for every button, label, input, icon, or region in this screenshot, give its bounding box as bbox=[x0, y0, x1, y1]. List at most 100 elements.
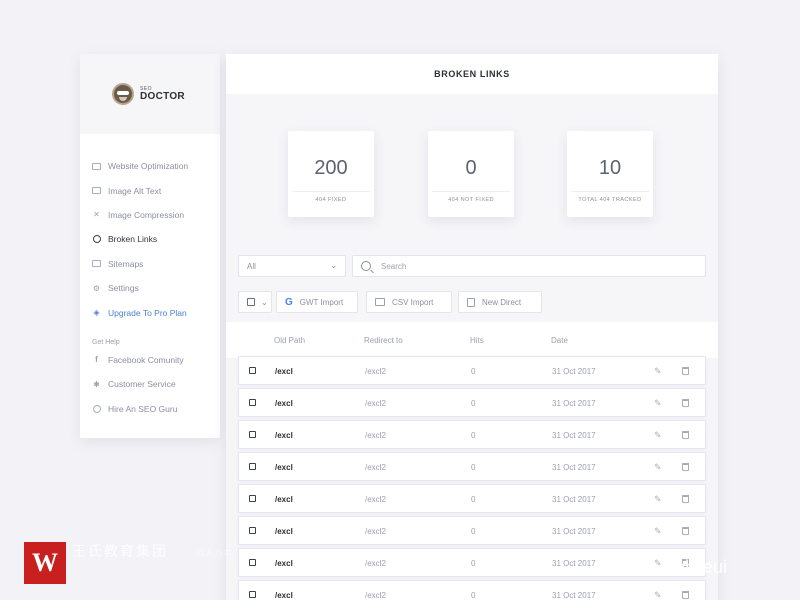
csv-import-button[interactable]: CSV Import bbox=[366, 291, 452, 313]
row-hits: 0 bbox=[471, 527, 476, 536]
row-hits: 0 bbox=[471, 431, 476, 440]
stat-label: 404 NOT FIXED bbox=[448, 197, 494, 203]
gear-icon: ⚙ bbox=[92, 283, 101, 293]
sidebar-item-facebook-community[interactable]: f Facebook Comunity bbox=[80, 348, 220, 372]
trash-icon[interactable] bbox=[682, 399, 689, 407]
sidebar-item-image-alt-text[interactable]: Image Alt Text bbox=[80, 178, 220, 202]
sitemap-icon bbox=[92, 259, 101, 268]
row-redirect-to: /excl2 bbox=[365, 591, 386, 600]
table-row: /excl /excl2 0 31 Oct 2017 ✎ bbox=[238, 388, 706, 417]
column-redirect-to[interactable]: Redirect to bbox=[364, 336, 403, 345]
sidebar-item-hire-seo-guru[interactable]: Hire An SEO Guru bbox=[80, 397, 220, 421]
facebook-icon: f bbox=[95, 355, 98, 365]
document-icon bbox=[467, 297, 475, 307]
brand-logo[interactable]: SEO DOCTOR bbox=[80, 54, 220, 134]
table-row: /excl /excl2 0 31 Oct 2017 ✎ bbox=[238, 452, 706, 481]
edit-icon[interactable]: ✎ bbox=[654, 494, 662, 504]
table-row: /excl /excl2 0 31 Oct 2017 ✎ bbox=[238, 356, 706, 385]
watermark-title: 王氏教育集团 bbox=[72, 543, 168, 559]
stat-divider bbox=[571, 191, 649, 192]
status-filter-select[interactable]: All ⌄ bbox=[238, 255, 346, 277]
chevron-down-icon: ⌄ bbox=[330, 261, 337, 270]
edit-icon[interactable]: ✎ bbox=[654, 430, 662, 440]
row-redirect-to: /excl2 bbox=[365, 367, 386, 376]
new-direct-button[interactable]: New Direct bbox=[458, 291, 542, 313]
row-hits: 0 bbox=[471, 559, 476, 568]
sidebar-item-settings[interactable]: ⚙ Settings bbox=[80, 276, 220, 300]
brand-text: SEO DOCTOR bbox=[140, 86, 185, 102]
trash-icon[interactable] bbox=[682, 431, 689, 439]
watermark-logo: W bbox=[24, 542, 66, 584]
trash-icon[interactable] bbox=[682, 559, 689, 567]
page-title: BROKEN LINKS bbox=[226, 54, 718, 94]
row-date: 31 Oct 2017 bbox=[552, 463, 596, 472]
row-checkbox[interactable] bbox=[249, 495, 256, 502]
row-redirect-to: /excl2 bbox=[365, 527, 386, 536]
sidebar-item-website-optimization[interactable]: Website Optimization bbox=[80, 154, 220, 178]
trash-icon[interactable] bbox=[682, 367, 689, 375]
row-date: 31 Oct 2017 bbox=[552, 367, 596, 376]
sidebar-item-label: Sitemaps bbox=[108, 258, 144, 269]
sidebar-item-broken-links[interactable]: Broken Links bbox=[80, 227, 220, 251]
trash-icon[interactable] bbox=[682, 591, 689, 599]
edit-icon[interactable]: ✎ bbox=[654, 590, 662, 600]
sidebar-item-label: Image Alt Text bbox=[108, 185, 162, 196]
folder-icon bbox=[375, 298, 385, 306]
sidebar-item-label: Facebook Comunity bbox=[108, 354, 184, 365]
stat-value: 200 bbox=[314, 157, 348, 179]
edit-icon[interactable]: ✎ bbox=[654, 366, 662, 376]
edit-icon[interactable]: ✎ bbox=[654, 526, 662, 536]
clock-icon bbox=[92, 235, 101, 244]
sidebar-item-label: Settings bbox=[108, 283, 139, 294]
search-input[interactable] bbox=[381, 261, 681, 271]
row-date: 31 Oct 2017 bbox=[552, 495, 596, 504]
row-old-path: /excl bbox=[275, 367, 293, 376]
sidebar-item-upgrade[interactable]: ◈ Upgrade To Pro Plan bbox=[80, 300, 220, 324]
filter-selected-value: All bbox=[247, 261, 256, 271]
column-date[interactable]: Date bbox=[551, 336, 568, 345]
column-old-path[interactable]: Old Path bbox=[274, 336, 306, 345]
stat-divider bbox=[292, 191, 370, 192]
select-all-checkbox-dropdown[interactable]: ⌄ bbox=[238, 291, 272, 313]
gwt-import-button[interactable]: G GWT Import bbox=[276, 291, 358, 313]
row-checkbox[interactable] bbox=[249, 559, 256, 566]
help-heading: Get Help bbox=[92, 338, 120, 346]
stat-card-not-fixed: 0 404 NOT FIXED bbox=[428, 131, 514, 217]
row-old-path: /excl bbox=[275, 495, 293, 504]
edit-icon[interactable]: ✎ bbox=[654, 462, 662, 472]
sidebar-item-label: Customer Service bbox=[108, 379, 176, 390]
stat-value: 10 bbox=[598, 157, 622, 179]
row-date: 31 Oct 2017 bbox=[552, 591, 596, 600]
row-checkbox[interactable] bbox=[249, 399, 256, 406]
row-checkbox[interactable] bbox=[249, 367, 256, 374]
search-box bbox=[352, 255, 706, 277]
sidebar-item-image-compression[interactable]: ✕ Image Compression bbox=[80, 203, 220, 227]
row-redirect-to: /excl2 bbox=[365, 463, 386, 472]
row-checkbox[interactable] bbox=[249, 431, 256, 438]
row-checkbox[interactable] bbox=[249, 591, 256, 598]
trash-icon[interactable] bbox=[682, 463, 689, 471]
sidebar-item-sitemaps[interactable]: Sitemaps bbox=[80, 252, 220, 276]
gear-icon: ✱ bbox=[93, 379, 100, 389]
row-redirect-to: /excl2 bbox=[365, 495, 386, 504]
column-hits[interactable]: Hits bbox=[470, 336, 484, 345]
table-header: Old Path Redirect to Hits Date bbox=[226, 322, 718, 358]
edit-icon[interactable]: ✎ bbox=[654, 398, 662, 408]
row-checkbox[interactable] bbox=[249, 527, 256, 534]
table-row: /excl /excl2 0 31 Oct 2017 ✎ bbox=[238, 484, 706, 513]
select-all-checkbox[interactable] bbox=[247, 298, 255, 306]
table-body: /excl /excl2 0 31 Oct 2017 ✎ /excl /excl… bbox=[238, 356, 706, 600]
row-old-path: /excl bbox=[275, 559, 293, 568]
sidebar-item-label: Hire An SEO Guru bbox=[108, 403, 178, 414]
row-checkbox[interactable] bbox=[249, 463, 256, 470]
edit-icon[interactable]: ✎ bbox=[654, 558, 662, 568]
table-row: /excl /excl2 0 31 Oct 2017 ✎ bbox=[238, 548, 706, 577]
trash-icon[interactable] bbox=[682, 495, 689, 503]
monitor-icon bbox=[92, 162, 101, 171]
stat-card-fixed: 200 404 FIXED bbox=[288, 131, 374, 217]
trash-icon[interactable] bbox=[682, 527, 689, 535]
table-row: /excl /excl2 0 31 Oct 2017 ✎ bbox=[238, 516, 706, 545]
stats-row: 200 404 FIXED 0 404 NOT FIXED 10 TOTAL 4… bbox=[226, 94, 718, 254]
sidebar-item-customer-service[interactable]: ✱ Customer Service bbox=[80, 372, 220, 396]
row-old-path: /excl bbox=[275, 527, 293, 536]
